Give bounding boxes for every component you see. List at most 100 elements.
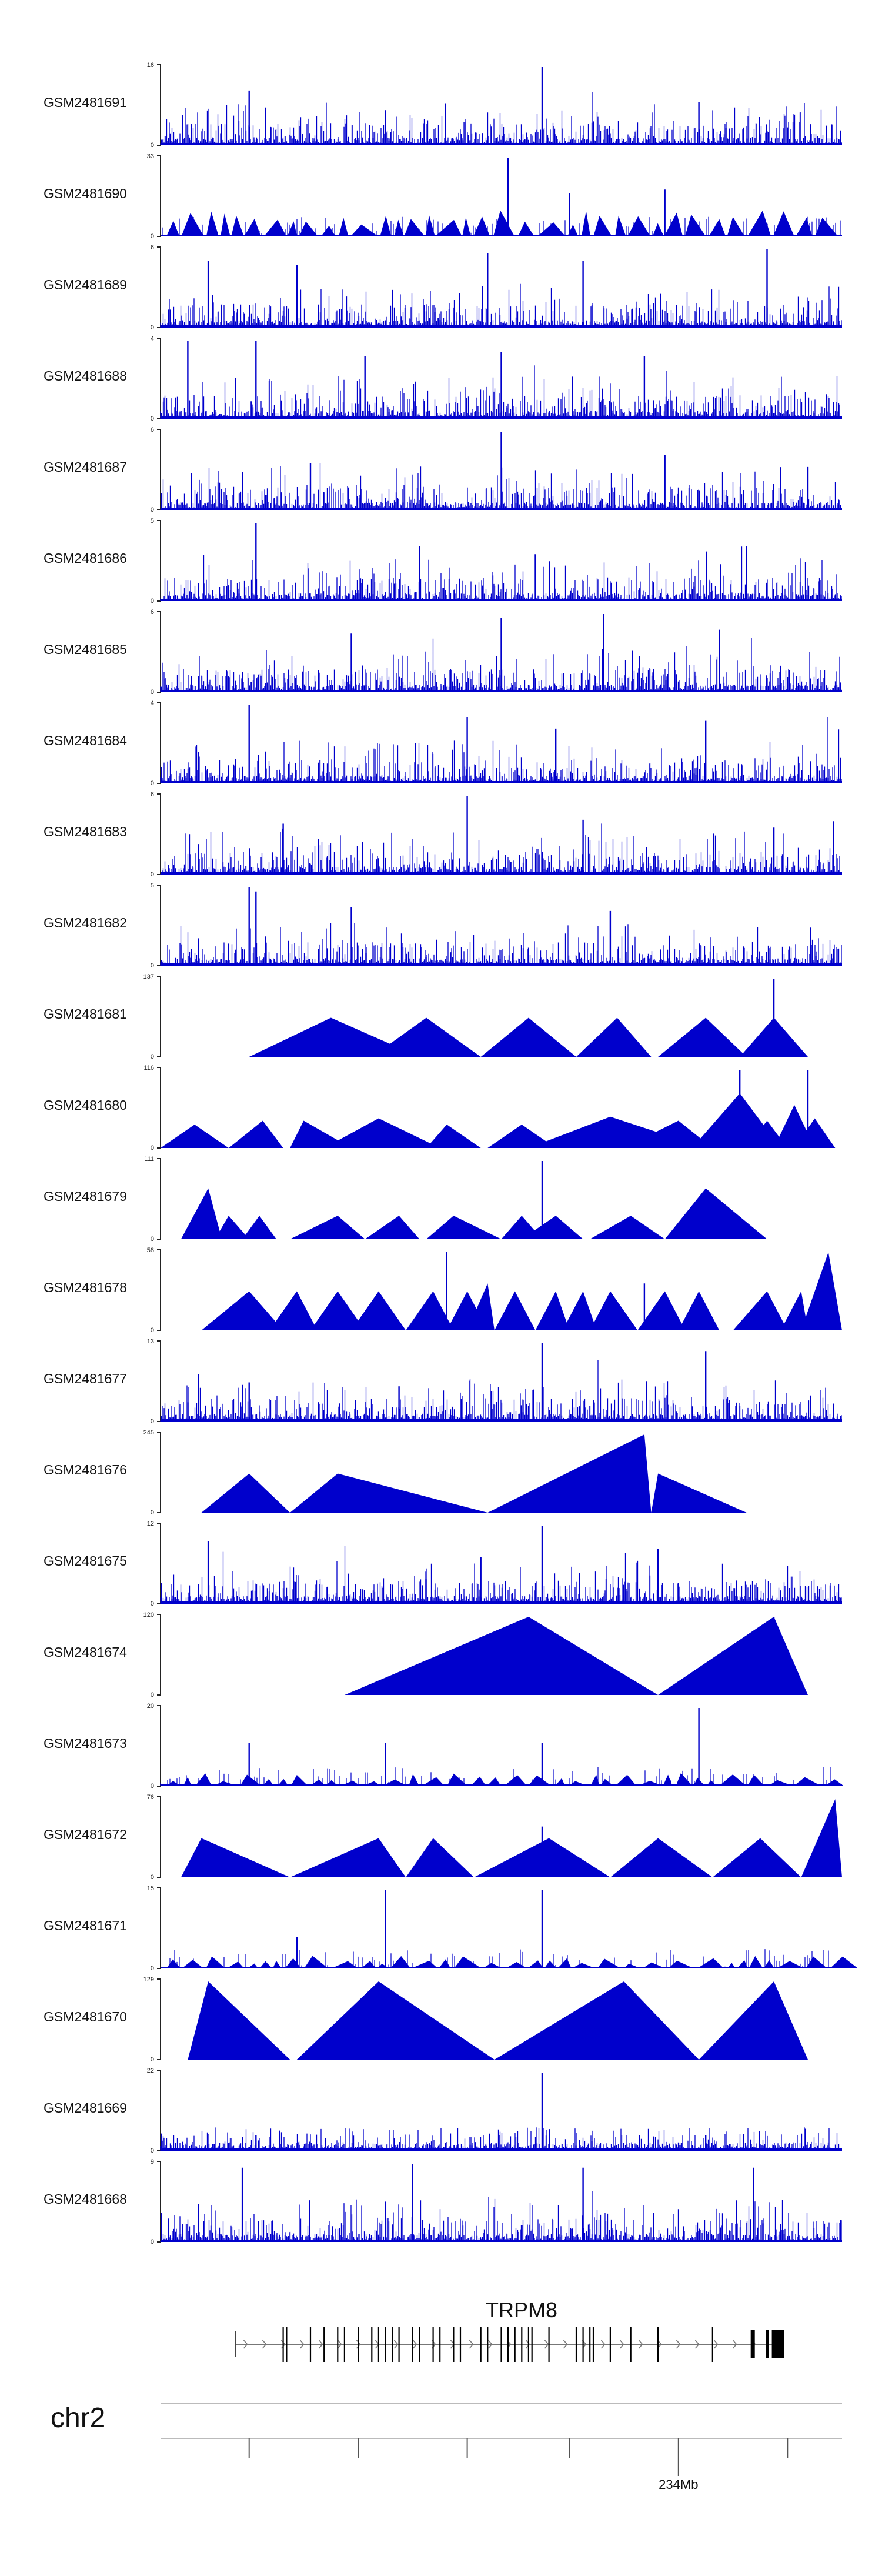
- signal-segment: [269, 1291, 318, 1330]
- signal-segment: [310, 1291, 365, 1330]
- track-label: GSM2481683: [44, 824, 127, 839]
- y-axis: [157, 793, 161, 875]
- y-axis-min-label: 0: [151, 598, 154, 605]
- signal-segment: [522, 1216, 583, 1239]
- signal-segment: [290, 1473, 488, 1513]
- axis-position-label: 234Mb: [659, 2477, 698, 2492]
- track-GSM2481678: GSM2481678 58 0: [44, 1247, 842, 1334]
- signal-segment: [215, 1216, 249, 1239]
- y-axis-min-label: 0: [151, 1144, 154, 1152]
- signal-bars: [162, 216, 841, 236]
- y-axis-max-label: 245: [143, 1429, 154, 1436]
- signal-segment: [181, 1838, 290, 1877]
- gene-exon-block: [766, 2330, 769, 2358]
- signal-bars: [160, 1767, 831, 1786]
- y-axis-max-label: 129: [143, 1976, 154, 1983]
- track-label: GSM2481691: [44, 95, 127, 110]
- track-label: GSM2481685: [44, 642, 127, 657]
- track-label: GSM2481686: [44, 550, 127, 566]
- signal-segment: [296, 1981, 495, 2060]
- signal-segment: [651, 1473, 747, 1513]
- signal-segment: [249, 1017, 420, 1057]
- y-axis-min-label: 0: [151, 233, 154, 240]
- gene-annotation-track: TRPM8: [235, 2298, 784, 2362]
- track-GSM2481679: GSM2481679 111 0: [44, 1156, 767, 1243]
- y-axis: [157, 1614, 161, 1696]
- y-axis: [157, 1978, 161, 2060]
- y-axis-max-label: 137: [143, 973, 154, 980]
- y-axis: [157, 155, 161, 237]
- chromosome-label: chr2: [51, 2403, 105, 2434]
- signal-bars: [160, 546, 842, 601]
- y-axis-max-label: 33: [147, 153, 154, 160]
- y-axis-max-label: 5: [151, 518, 154, 525]
- y-axis: [157, 885, 161, 966]
- y-axis-min-label: 0: [151, 1236, 154, 1243]
- y-axis-min-label: 0: [151, 1783, 154, 1790]
- y-axis-max-label: 13: [147, 1338, 154, 1345]
- y-axis-min-label: 0: [151, 2056, 154, 2063]
- track-GSM2481672: GSM2481672 76 0: [44, 1794, 842, 1881]
- signal-segment: [712, 1838, 801, 1877]
- track-GSM2481671: GSM2481671 15 0: [44, 1885, 858, 1972]
- y-axis: [157, 246, 161, 328]
- signal-bars: [160, 1546, 842, 1604]
- y-axis-max-label: 58: [147, 1247, 154, 1254]
- signal-bars: [160, 717, 842, 783]
- track-label: GSM2481680: [44, 1097, 127, 1113]
- signal-segment: [426, 1125, 481, 1148]
- signal-segment: [372, 1017, 481, 1057]
- signal-segments: [166, 210, 838, 236]
- y-axis-min-label: 0: [151, 415, 154, 422]
- y-axis-max-label: 16: [147, 62, 154, 69]
- track-label: GSM2481687: [44, 459, 127, 475]
- signal-segment: [637, 1291, 686, 1330]
- y-axis-min-label: 0: [151, 1053, 154, 1060]
- track-label: GSM2481684: [44, 733, 127, 748]
- y-axis-max-label: 15: [147, 1885, 154, 1892]
- track-GSM2481670: GSM2481670 129 0: [44, 1976, 808, 2063]
- y-axis: [157, 1249, 161, 1331]
- genomic-axis: 234Mb: [248, 2438, 789, 2492]
- track-label: GSM2481674: [44, 1644, 127, 1660]
- signal-segment: [242, 1216, 276, 1239]
- y-axis-min-label: 0: [151, 1327, 154, 1334]
- y-axis-min-label: 0: [151, 1418, 154, 1425]
- signal-segment: [365, 1216, 420, 1239]
- track-GSM2481676: GSM2481676 245 0: [44, 1429, 747, 1516]
- track-label: GSM2481682: [44, 915, 127, 930]
- signal-bars: [160, 283, 842, 328]
- signal-segment: [624, 1120, 713, 1148]
- signal-segments: [166, 1773, 844, 1786]
- y-axis: [157, 1158, 161, 1240]
- y-axis-min-label: 0: [151, 1509, 154, 1516]
- y-axis-max-label: 22: [147, 2067, 154, 2074]
- track-label: GSM2481669: [44, 2100, 127, 2115]
- signal-segment: [487, 1125, 556, 1148]
- y-axis-min-label: 0: [151, 1874, 154, 1881]
- y-axis-min-label: 0: [151, 1600, 154, 1607]
- signal-segment: [480, 1017, 576, 1057]
- y-axis: [157, 64, 161, 146]
- track-GSM2481680: GSM2481680 116 0: [44, 1065, 836, 1152]
- signal-segment: [201, 1473, 290, 1513]
- y-axis: [157, 1705, 161, 1787]
- signal-segment: [406, 1838, 475, 1877]
- y-axis: [157, 611, 161, 693]
- y-axis: [157, 1887, 161, 1969]
- track-label: GSM2481676: [44, 1462, 127, 1477]
- signal-baseline: [161, 781, 842, 783]
- y-axis-min-label: 0: [151, 780, 154, 787]
- signal-bars: [160, 638, 842, 692]
- signal-baseline: [161, 1784, 842, 1786]
- track-label: GSM2481672: [44, 1827, 127, 1842]
- signal-bars: [160, 365, 842, 419]
- signal-segment: [494, 1981, 699, 2060]
- track-GSM2481668: GSM2481668 9 0: [44, 2158, 842, 2245]
- signal-segment: [658, 1617, 808, 1695]
- y-axis-min-label: 0: [151, 1691, 154, 1699]
- signal-bars: [160, 2191, 842, 2242]
- y-axis-min-label: 0: [151, 142, 154, 149]
- signal-segment: [324, 1118, 440, 1148]
- y-axis-max-label: 6: [151, 609, 154, 616]
